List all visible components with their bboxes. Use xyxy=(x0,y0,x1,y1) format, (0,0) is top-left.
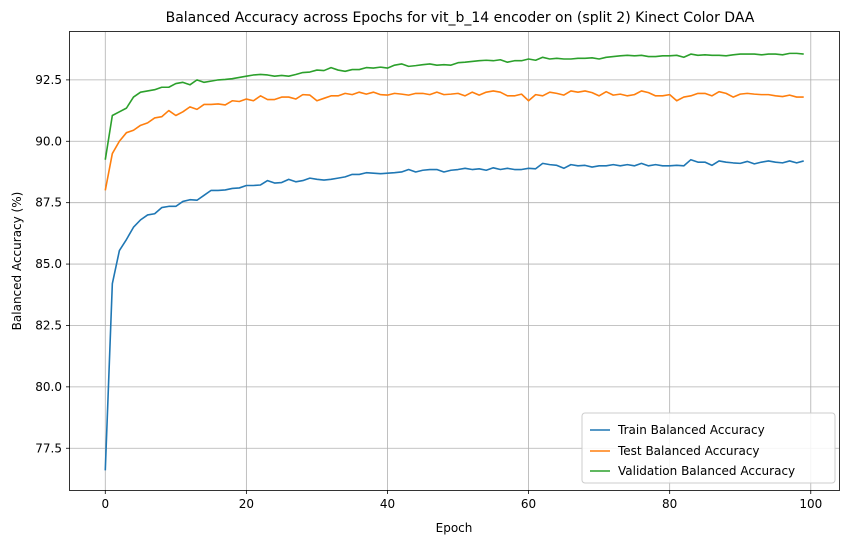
y-tick-label: 77.5 xyxy=(35,441,62,455)
plot-frame xyxy=(69,31,840,491)
series-line-validation xyxy=(104,52,804,160)
x-tick-label: 60 xyxy=(521,497,536,511)
y-tick-label: 92.5 xyxy=(35,73,62,87)
x-tick-label: 0 xyxy=(101,497,109,511)
chart-title: Balanced Accuracy across Epochs for vit_… xyxy=(166,10,755,26)
axis-ticks: 0 20 40 60 80 100 77.5 80.0 82.5 85.0 87.5 90.0 92.5 xyxy=(35,73,822,511)
legend-label-train: Train Balanced Accuracy xyxy=(617,423,765,437)
series-line-train xyxy=(104,158,804,471)
legend-label-validation: Validation Balanced Accuracy xyxy=(618,464,795,478)
y-tick-label: 82.5 xyxy=(35,318,62,332)
x-tick-label: 100 xyxy=(799,497,822,511)
legend-label-test: Test Balanced Accuracy xyxy=(617,444,760,458)
legend: Train Balanced Accuracy Test Balanced Ac… xyxy=(581,412,836,484)
y-axis-label: Balanced Accuracy (%) xyxy=(10,192,24,331)
y-tick-label: 90.0 xyxy=(35,134,62,148)
y-tick-label: 87.5 xyxy=(35,196,62,210)
x-tick-label: 80 xyxy=(662,497,677,511)
x-tick-label: 20 xyxy=(239,497,254,511)
series-lines xyxy=(104,52,804,471)
x-axis-label: Epoch xyxy=(436,521,473,535)
legend-box xyxy=(581,412,836,484)
x-tick-label: 40 xyxy=(380,497,395,511)
y-tick-label: 80.0 xyxy=(35,380,62,394)
series-line-test xyxy=(104,90,804,191)
y-tick-label: 85.0 xyxy=(35,257,62,271)
